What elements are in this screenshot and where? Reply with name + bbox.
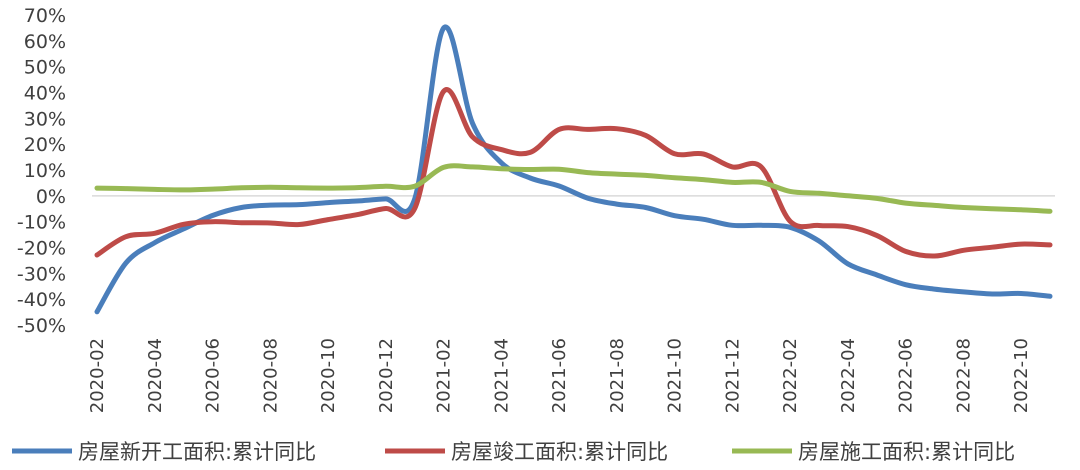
y-tick-label: 70% bbox=[24, 5, 66, 27]
y-tick-label: -50% bbox=[17, 315, 66, 337]
x-tick-label: 2021-02 bbox=[434, 338, 455, 413]
x-tick-label: 2021-10 bbox=[665, 338, 686, 413]
x-tick-label: 2020-08 bbox=[260, 338, 281, 413]
y-tick-label: 40% bbox=[24, 83, 66, 105]
x-tick-label: 2021-08 bbox=[607, 338, 628, 413]
x-tick-label: 2022-04 bbox=[838, 338, 859, 413]
y-tick-label: 60% bbox=[24, 31, 66, 53]
x-tick-label: 2020-10 bbox=[318, 338, 339, 413]
y-tick-label: 0% bbox=[36, 186, 66, 208]
series-line-3 bbox=[94, 163, 1053, 214]
legend-label-1: 房屋新开工面积:累计同比 bbox=[78, 440, 316, 464]
x-axis-tick-labels: 2020-02 2020-04 2020-06 2020-08 2020-10 2020-… bbox=[87, 338, 1032, 413]
series-line-1 bbox=[94, 24, 1053, 315]
y-tick-label: -40% bbox=[17, 289, 66, 311]
y-tick-label: 30% bbox=[24, 108, 66, 130]
x-tick-label: 2020-02 bbox=[87, 338, 108, 413]
x-tick-label: 2022-06 bbox=[896, 338, 917, 413]
y-tick-label: 10% bbox=[24, 160, 66, 182]
y-tick-label: -20% bbox=[17, 238, 66, 260]
y-axis-tick-labels: 70% 60% 50% 40% 30% 20% 10% 0% -10% -20% -30% -40% -… bbox=[17, 5, 66, 337]
legend: 房屋新开工面积:累计同比 房屋竣工面积:累计同比 房屋施工面积:累计同比 bbox=[12, 440, 1015, 464]
y-tick-label: 50% bbox=[24, 57, 66, 79]
y-tick-label: -10% bbox=[17, 212, 66, 234]
x-tick-label: 2021-06 bbox=[549, 338, 570, 413]
x-tick-label: 2020-04 bbox=[145, 338, 166, 413]
x-tick-label: 2022-02 bbox=[780, 338, 801, 413]
x-tick-label: 2021-04 bbox=[491, 338, 512, 413]
legend-label-3: 房屋施工面积:累计同比 bbox=[798, 440, 1015, 464]
legend-label-2: 房屋竣工面积:累计同比 bbox=[451, 440, 668, 464]
x-tick-label: 2022-08 bbox=[953, 338, 974, 413]
x-tick-label: 2020-12 bbox=[376, 338, 397, 413]
series-line-2 bbox=[94, 87, 1053, 259]
series-lines bbox=[94, 24, 1053, 315]
y-tick-label: -30% bbox=[17, 263, 66, 285]
x-tick-label: 2020-06 bbox=[203, 338, 224, 413]
x-tick-label: 2021-12 bbox=[722, 338, 743, 413]
y-tick-label: 20% bbox=[24, 134, 66, 156]
x-tick-label: 2022-10 bbox=[1011, 338, 1032, 413]
